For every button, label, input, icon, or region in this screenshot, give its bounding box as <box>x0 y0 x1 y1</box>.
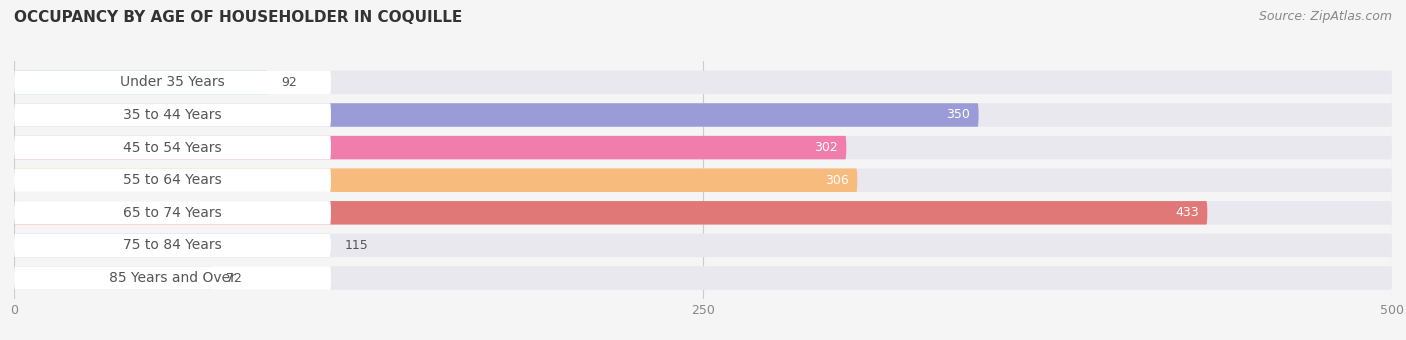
FancyBboxPatch shape <box>14 168 858 192</box>
FancyBboxPatch shape <box>14 136 330 159</box>
Text: 45 to 54 Years: 45 to 54 Years <box>124 141 222 155</box>
FancyBboxPatch shape <box>14 168 330 192</box>
Text: 65 to 74 Years: 65 to 74 Years <box>124 206 222 220</box>
Text: 92: 92 <box>281 76 297 89</box>
FancyBboxPatch shape <box>14 103 979 127</box>
FancyBboxPatch shape <box>14 136 846 159</box>
Text: Source: ZipAtlas.com: Source: ZipAtlas.com <box>1258 10 1392 23</box>
Text: 75 to 84 Years: 75 to 84 Years <box>124 238 222 252</box>
Text: 35 to 44 Years: 35 to 44 Years <box>124 108 222 122</box>
FancyBboxPatch shape <box>14 201 1208 224</box>
Text: 350: 350 <box>946 108 970 121</box>
FancyBboxPatch shape <box>14 71 330 94</box>
FancyBboxPatch shape <box>14 71 1392 94</box>
Text: 72: 72 <box>226 272 242 285</box>
Text: 306: 306 <box>825 174 849 187</box>
FancyBboxPatch shape <box>14 234 330 257</box>
FancyBboxPatch shape <box>14 266 330 290</box>
Text: Under 35 Years: Under 35 Years <box>120 75 225 89</box>
FancyBboxPatch shape <box>14 71 267 94</box>
FancyBboxPatch shape <box>14 103 1392 127</box>
FancyBboxPatch shape <box>14 201 1392 224</box>
FancyBboxPatch shape <box>14 234 330 257</box>
FancyBboxPatch shape <box>14 201 330 224</box>
FancyBboxPatch shape <box>14 266 212 290</box>
Text: 55 to 64 Years: 55 to 64 Years <box>124 173 222 187</box>
Text: 85 Years and Over: 85 Years and Over <box>110 271 236 285</box>
Text: 115: 115 <box>344 239 368 252</box>
FancyBboxPatch shape <box>14 136 1392 159</box>
Text: 302: 302 <box>814 141 838 154</box>
FancyBboxPatch shape <box>14 103 330 127</box>
FancyBboxPatch shape <box>14 168 1392 192</box>
Text: OCCUPANCY BY AGE OF HOUSEHOLDER IN COQUILLE: OCCUPANCY BY AGE OF HOUSEHOLDER IN COQUI… <box>14 10 463 25</box>
Text: 433: 433 <box>1175 206 1199 219</box>
FancyBboxPatch shape <box>14 266 1392 290</box>
FancyBboxPatch shape <box>14 234 1392 257</box>
